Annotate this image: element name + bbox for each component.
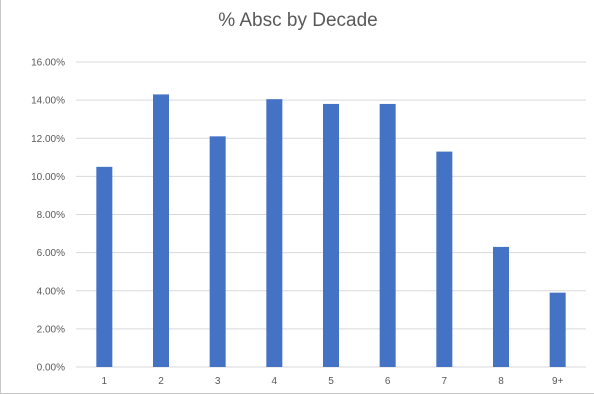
x-tick-label: 8	[498, 376, 504, 387]
x-tick-label: 2	[158, 376, 164, 387]
y-tick-label: 4.00%	[37, 286, 65, 297]
x-tick-label: 9+	[552, 376, 564, 387]
x-tick-label: 4	[272, 376, 278, 387]
y-tick-label: 8.00%	[37, 210, 65, 221]
y-tick-label: 16.00%	[31, 58, 65, 69]
y-tick-label: 10.00%	[31, 172, 65, 183]
x-tick-label: 7	[442, 376, 448, 387]
bar-8	[493, 246, 509, 367]
y-tick-label: 12.00%	[31, 134, 65, 145]
x-tick-label: 6	[385, 376, 391, 387]
x-tick-label: 3	[215, 376, 221, 387]
bar-7	[436, 151, 453, 367]
bar-4	[266, 99, 283, 367]
x-tick-label: 5	[328, 376, 334, 387]
x-tick-label: 1	[102, 376, 108, 387]
y-tick-label: 14.00%	[31, 96, 65, 107]
y-tick-label: 6.00%	[37, 248, 65, 259]
bar-3	[209, 136, 226, 367]
chart-title: % Absc by Decade	[218, 10, 378, 31]
bar-9+	[549, 292, 566, 367]
bar-2	[153, 94, 169, 367]
bar-5	[323, 103, 339, 367]
bar-1	[96, 166, 113, 367]
y-tick-label: 0.00%	[37, 363, 65, 374]
bar-6	[379, 103, 396, 367]
y-tick-label: 2.00%	[37, 324, 65, 335]
